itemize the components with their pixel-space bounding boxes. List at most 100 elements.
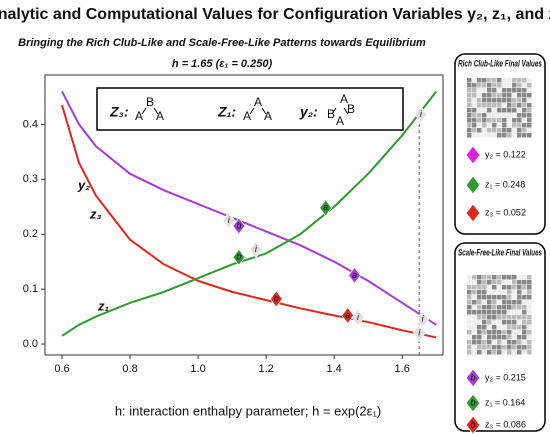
grid-cell xyxy=(482,320,487,325)
grid-cell xyxy=(477,295,482,300)
grid-cell xyxy=(512,320,517,325)
grid-cell xyxy=(522,300,527,305)
grid-cell xyxy=(492,310,497,315)
grid-cell xyxy=(487,123,492,128)
series-label: z₁ xyxy=(97,298,109,313)
grid-cell xyxy=(527,345,532,350)
grid-cell xyxy=(517,310,522,315)
diamond-marker xyxy=(348,266,362,285)
grid-cell xyxy=(522,280,527,285)
grid-cell xyxy=(497,325,502,330)
grid-cell xyxy=(487,280,492,285)
grid-cell xyxy=(492,325,497,330)
grid-cell xyxy=(497,83,502,88)
grid-cell xyxy=(472,275,477,280)
grid-cell xyxy=(482,128,487,133)
grid-cell xyxy=(472,350,477,355)
grid-cell xyxy=(502,113,507,118)
grid-cell xyxy=(512,93,517,98)
grid-cell xyxy=(482,315,487,320)
grid-cell xyxy=(497,128,502,133)
grid-cell xyxy=(502,98,507,103)
grid-cell xyxy=(517,305,522,310)
grid-cell xyxy=(502,123,507,128)
grid-cell xyxy=(477,88,482,93)
grid-cell xyxy=(497,88,502,93)
grid-cell xyxy=(502,118,507,123)
grid-cell xyxy=(472,285,477,290)
inset-label: y₂: xyxy=(299,104,318,120)
grid-cell xyxy=(512,310,517,315)
inset-box xyxy=(96,87,404,131)
grid-cell xyxy=(467,335,472,340)
grid-cell xyxy=(507,340,512,345)
grid-cell xyxy=(472,320,477,325)
grid-cell xyxy=(527,320,532,325)
grid-cell xyxy=(502,290,507,295)
grid-cell xyxy=(527,275,532,280)
grid-cell xyxy=(527,310,532,315)
grid-cell xyxy=(512,280,517,285)
grid-cell xyxy=(497,280,502,285)
grid-cell xyxy=(482,330,487,335)
grid-cell xyxy=(522,275,527,280)
grid-cell xyxy=(467,320,472,325)
grid-cell xyxy=(467,330,472,335)
grid-cell xyxy=(477,113,482,118)
grid-cell xyxy=(467,345,472,350)
inset-atom: B xyxy=(327,107,335,121)
grid-cell xyxy=(477,275,482,280)
grid-cell xyxy=(467,275,472,280)
inset-atom: A xyxy=(340,92,348,106)
grid-cell xyxy=(497,123,502,128)
x-axis-label: h: interaction enthalpy parameter; h = e… xyxy=(115,403,381,418)
grid-cell xyxy=(472,118,477,123)
grid-cell xyxy=(512,113,517,118)
grid-cell xyxy=(512,330,517,335)
grid-cell xyxy=(467,290,472,295)
grid-cell xyxy=(507,315,512,320)
grid-cell xyxy=(497,108,502,113)
legend-letter: b xyxy=(470,397,475,407)
grid-cell xyxy=(522,290,527,295)
grid-cell xyxy=(517,290,522,295)
legend-diamond xyxy=(465,393,481,413)
legend-diamond xyxy=(465,145,481,165)
grid-cell xyxy=(507,345,512,350)
grid-cell xyxy=(482,98,487,103)
grid-cell xyxy=(487,88,492,93)
legend-letter: b xyxy=(470,419,475,429)
grid-cell xyxy=(512,295,517,300)
grid-cell xyxy=(522,113,527,118)
grid-cell xyxy=(502,335,507,340)
grid-cell xyxy=(472,123,477,128)
grid-cell xyxy=(517,78,522,83)
legend-text: y₂ = 0.215 xyxy=(485,372,526,382)
grid-cell xyxy=(472,345,477,350)
grid-cell xyxy=(467,103,472,108)
marker-label: b xyxy=(236,252,241,262)
panel-box xyxy=(454,242,546,432)
grid-cell xyxy=(487,93,492,98)
grid-cell xyxy=(507,295,512,300)
grid-cell xyxy=(467,305,472,310)
grid-cell xyxy=(492,133,497,138)
grid-cell xyxy=(472,128,477,133)
grid-cell xyxy=(517,325,522,330)
inset-atom: A xyxy=(135,109,143,123)
grid-cell xyxy=(492,78,497,83)
grid-cell xyxy=(527,83,532,88)
grid-cell xyxy=(517,103,522,108)
grid-cell xyxy=(492,315,497,320)
grid-cell xyxy=(517,88,522,93)
grid-cell xyxy=(487,83,492,88)
grid-cell xyxy=(497,295,502,300)
bond xyxy=(141,107,147,115)
grid-cell xyxy=(522,78,527,83)
grid-cell xyxy=(482,300,487,305)
grid-cell xyxy=(507,98,512,103)
legend-text: z₃ = 0.086 xyxy=(485,419,526,429)
grid-cell xyxy=(482,83,487,88)
grid-cell xyxy=(507,305,512,310)
grid-cell xyxy=(497,305,502,310)
